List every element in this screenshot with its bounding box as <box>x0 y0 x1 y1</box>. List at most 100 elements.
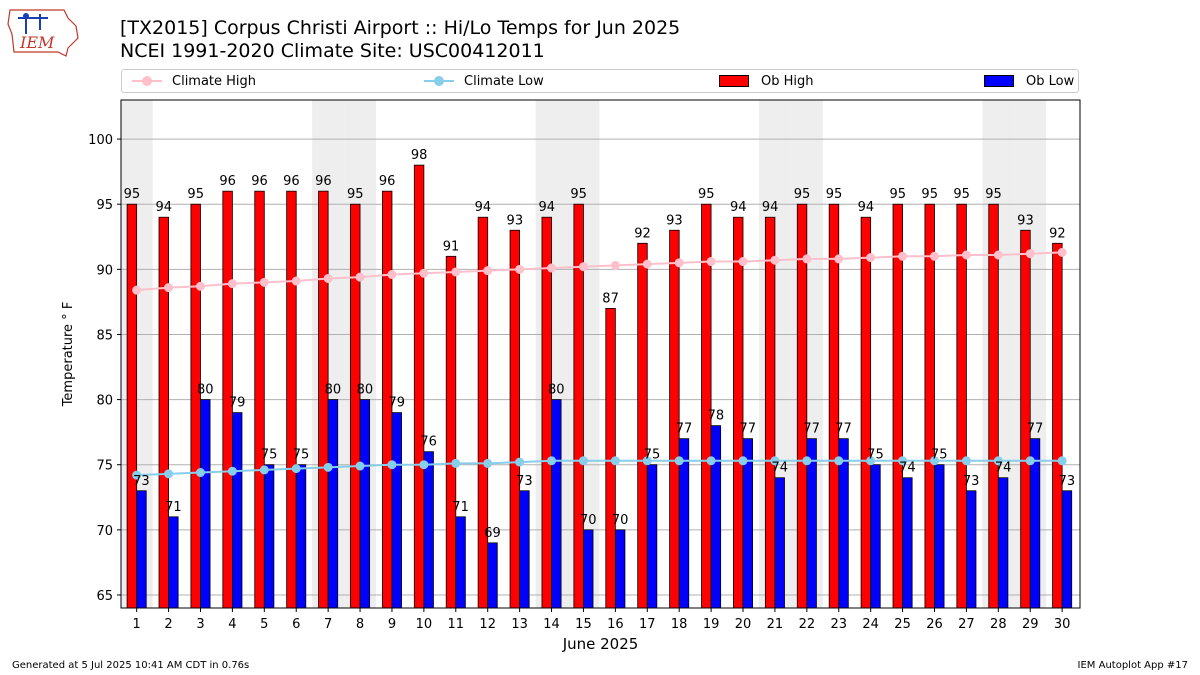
climate-high-point <box>674 258 684 268</box>
y-tick-label: 100 <box>88 133 113 148</box>
data-label-ob-high: 94 <box>858 200 875 215</box>
climate-low-point <box>929 456 939 466</box>
data-label-ob-low: 80 <box>357 383 374 398</box>
climate-low-point <box>227 466 237 476</box>
bar-ob-high <box>190 203 201 609</box>
x-tick-label: 4 <box>228 617 236 632</box>
bar-ob-high <box>764 216 776 609</box>
climate-low-point <box>164 469 174 479</box>
climate-low-point <box>547 456 557 466</box>
data-label-ob-low: 73 <box>133 474 150 489</box>
x-axis-label: June 2025 <box>562 635 639 653</box>
bar-ob-low <box>646 464 658 609</box>
x-tick-label: 6 <box>292 617 300 632</box>
bar-ob-low <box>455 516 466 609</box>
climate-high-point <box>834 254 844 264</box>
data-label-ob-high: 95 <box>985 187 1002 202</box>
climate-low-point <box>834 456 844 466</box>
climate-high-point <box>419 268 429 278</box>
climate-high-point <box>706 257 716 267</box>
legend-swatch-ob-high <box>719 75 749 87</box>
climate-low-point <box>1057 456 1067 466</box>
x-tick-label: 22 <box>799 617 816 632</box>
data-label-ob-low: 74 <box>771 461 788 476</box>
bar-ob-high <box>828 203 840 609</box>
climate-high-point <box>259 277 269 287</box>
bar-ob-high <box>796 203 808 609</box>
data-label-ob-low: 73 <box>963 474 980 489</box>
bar-ob-high <box>126 203 138 609</box>
bar-ob-low <box>327 399 339 609</box>
x-tick-label: 2 <box>164 617 172 632</box>
bar-ob-high <box>445 255 457 609</box>
x-tick-label: 29 <box>1022 617 1039 632</box>
data-label-ob-high: 95 <box>347 187 364 202</box>
bar-ob-low <box>966 490 977 609</box>
x-tick-label: 3 <box>196 617 204 632</box>
bar-ob-high <box>733 216 744 609</box>
data-label-ob-high: 92 <box>634 226 651 241</box>
climate-high-point <box>355 272 365 282</box>
climate-low-point <box>610 456 620 466</box>
climate-low-point <box>738 456 748 466</box>
climate-high-point <box>227 279 237 289</box>
climate-low-point <box>483 458 493 468</box>
bar-ob-low <box>295 464 307 609</box>
legend-swatch-climate-high <box>132 74 162 88</box>
x-tick-label: 14 <box>543 617 560 632</box>
y-tick-label: 75 <box>96 459 113 474</box>
legend-label: Climate High <box>172 73 257 89</box>
bar-ob-low <box>997 477 1009 609</box>
bar-ob-high <box>477 216 489 609</box>
data-label-ob-high: 95 <box>890 187 907 202</box>
bar-ob-high <box>286 190 297 609</box>
bar-ob-high <box>924 203 935 609</box>
bar-ob-low <box>359 399 371 609</box>
data-label-ob-low: 78 <box>708 409 725 424</box>
data-label-ob-high: 95 <box>794 187 811 202</box>
climate-low-point <box>387 460 397 470</box>
bar-ob-high <box>254 190 265 609</box>
data-label-ob-low: 75 <box>644 448 661 463</box>
climate-high-point <box>642 259 652 269</box>
bar-ob-high <box>669 229 680 609</box>
data-label-ob-low: 77 <box>1027 422 1044 437</box>
climate-high-point <box>451 267 461 277</box>
y-axis-label: Temperature ° F <box>61 302 76 408</box>
x-tick-label: 15 <box>575 617 592 632</box>
data-label-ob-high: 94 <box>475 200 492 215</box>
bar-ob-low <box>136 490 147 609</box>
bar-ob-low <box>487 542 498 609</box>
bar-ob-high <box>509 229 521 609</box>
generated-timestamp: Generated at 5 Jul 2025 10:41 AM CDT in … <box>12 660 250 671</box>
climate-high-point <box>387 270 397 280</box>
data-label-ob-low: 69 <box>484 526 501 541</box>
climate-high-point <box>323 273 333 283</box>
climate-high-point <box>961 250 971 260</box>
data-label-ob-high: 87 <box>602 291 619 306</box>
climate-low-point <box>323 462 333 472</box>
data-label-ob-high: 94 <box>538 200 555 215</box>
y-tick-label: 65 <box>96 589 113 604</box>
bar-ob-high <box>158 216 169 609</box>
bar-ob-low <box>710 425 722 609</box>
x-tick-label: 19 <box>703 617 720 632</box>
climate-low-point <box>355 461 365 471</box>
bar-ob-high <box>956 203 967 609</box>
legend-item-climate-high: Climate High <box>132 70 256 92</box>
bar-ob-low <box>870 464 881 609</box>
climate-high-point <box>898 251 908 261</box>
data-label-ob-high: 95 <box>921 187 938 202</box>
bar-ob-low <box>519 490 530 609</box>
y-tick-label: 70 <box>96 524 113 539</box>
climate-high-point <box>164 283 174 293</box>
bar-ob-low <box>263 464 275 609</box>
bar-ob-high <box>860 216 872 609</box>
data-label-ob-high: 92 <box>1049 226 1066 241</box>
data-label-ob-low: 74 <box>899 461 916 476</box>
bar-ob-high <box>1052 242 1063 609</box>
x-tick-label: 24 <box>862 617 879 632</box>
bar-ob-low <box>168 516 179 609</box>
climate-high-point <box>547 263 557 273</box>
